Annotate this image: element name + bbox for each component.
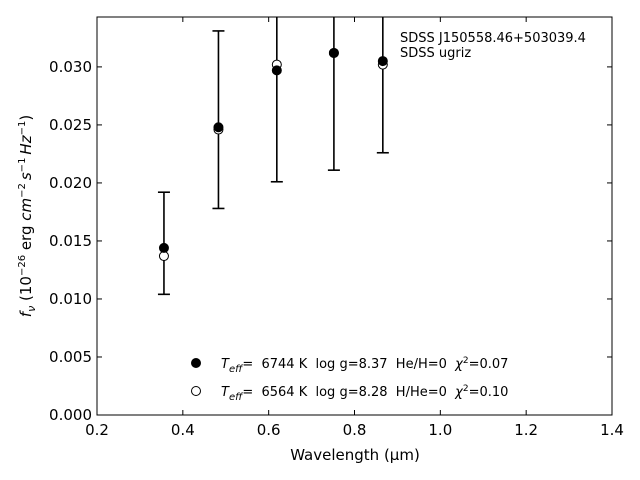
data-point-filled (271, 65, 282, 76)
x-tick-label: 0.8 (343, 421, 367, 439)
axis-ticks: 0.2 0.4 0.6 0.8 1.0 1.2 1.4 0.000 0.005 0.010 0.01… (49, 17, 624, 439)
y-tick-label: 0.005 (49, 348, 92, 366)
plot-frame (96, 16, 613, 416)
annotation-survey: SDSS ugriz (400, 46, 471, 61)
legend-entry-2: Teff= 6564 K log g=8.28 H/He=0 χ2=0.10 (221, 384, 508, 403)
legend-entry-1: Teff= 6744 K log g=8.37 He/H=0 χ2=0.07 (221, 356, 508, 375)
data-point-filled (328, 47, 339, 58)
data-points (158, 47, 388, 262)
data-point-filled (213, 122, 224, 133)
x-tick-label: 0.4 (171, 421, 195, 439)
x-tick-label: 0.6 (257, 421, 281, 439)
legend: Teff= 6744 K log g=8.37 He/H=0 χ2=0.07 T… (191, 356, 508, 403)
y-axis-label: fν (10−26 erg cm−2s−1Hz−1) (17, 115, 38, 317)
x-tick-label: 1.2 (514, 421, 538, 439)
annotation-object-name: SDSS J150558.46+503039.4 (400, 31, 586, 46)
y-tick-label: 0.020 (49, 174, 92, 192)
y-tick-label: 0.030 (49, 58, 92, 76)
x-tick-label: 0.2 (85, 421, 109, 439)
x-tick-label: 1.0 (428, 421, 452, 439)
data-point-filled (158, 242, 169, 253)
y-tick-label: 0.000 (49, 406, 92, 424)
x-axis-label: Wavelength (μm) (290, 446, 420, 464)
y-tick-label: 0.025 (49, 116, 92, 134)
data-point-filled (377, 56, 388, 67)
error-bars (157, 17, 389, 296)
x-tick-label: 1.4 (600, 421, 624, 439)
legend-marker-open (191, 386, 201, 396)
y-tick-label: 0.015 (49, 232, 92, 250)
legend-marker-filled (191, 358, 201, 368)
y-tick-label: 0.010 (49, 290, 92, 308)
